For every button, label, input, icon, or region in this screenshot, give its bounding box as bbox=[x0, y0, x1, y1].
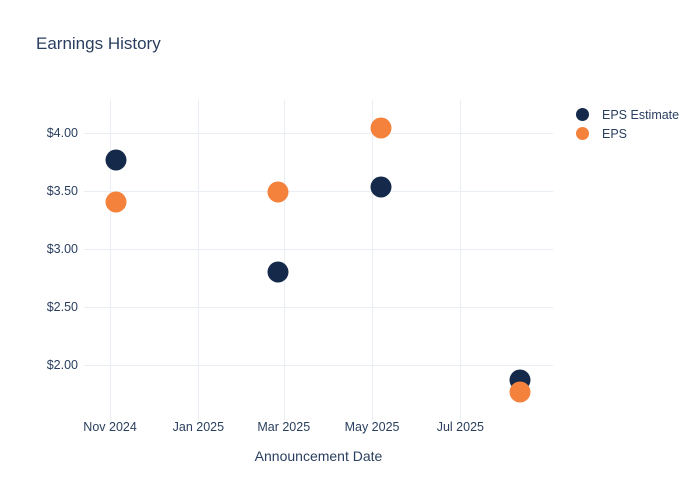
eps-swatch-icon bbox=[576, 127, 589, 140]
eps-point[interactable] bbox=[509, 381, 531, 403]
legend-entry-eps[interactable]: EPS bbox=[576, 124, 679, 143]
x-tick-label: May 2025 bbox=[344, 420, 400, 434]
x-gridline bbox=[110, 100, 112, 420]
eps-point[interactable] bbox=[105, 191, 127, 213]
y-tick-label: $3.50 bbox=[46, 183, 78, 198]
legend-entry-eps-estimate[interactable]: EPS Estimate bbox=[576, 105, 679, 124]
y-tick-label: $2.00 bbox=[46, 357, 78, 372]
eps-estimate-swatch-icon bbox=[576, 108, 589, 121]
legend-label-eps: EPS bbox=[602, 126, 628, 141]
eps-estimate-point[interactable] bbox=[370, 176, 392, 198]
x-axis-title: Announcement Date bbox=[254, 448, 383, 464]
x-tick-label: Nov 2024 bbox=[83, 420, 137, 434]
y-gridline bbox=[84, 306, 553, 308]
y-gridline bbox=[84, 248, 553, 250]
eps-point[interactable] bbox=[370, 117, 392, 139]
legend-label-eps-estimate: EPS Estimate bbox=[602, 107, 680, 122]
x-tick-label: Mar 2025 bbox=[257, 420, 311, 434]
x-gridline bbox=[460, 100, 462, 420]
x-gridline bbox=[283, 100, 285, 420]
legend: EPS Estimate EPS bbox=[576, 105, 679, 143]
eps-point[interactable] bbox=[267, 181, 289, 203]
x-gridline bbox=[198, 100, 200, 420]
y-tick-label: $2.50 bbox=[46, 299, 78, 314]
eps-estimate-point[interactable] bbox=[105, 149, 127, 171]
y-tick-label: $4.00 bbox=[46, 126, 78, 140]
y-gridline bbox=[84, 190, 553, 192]
y-gridline bbox=[84, 364, 553, 366]
x-tick-label: Jan 2025 bbox=[172, 420, 225, 434]
x-tick-label: Jul 2025 bbox=[436, 420, 484, 434]
x-gridline bbox=[372, 100, 374, 420]
y-tick-label: $3.00 bbox=[46, 241, 78, 256]
plot-area bbox=[84, 100, 553, 420]
eps-estimate-point[interactable] bbox=[267, 261, 289, 283]
y-gridline bbox=[84, 133, 553, 134]
chart-title: Earnings History bbox=[36, 34, 161, 53]
